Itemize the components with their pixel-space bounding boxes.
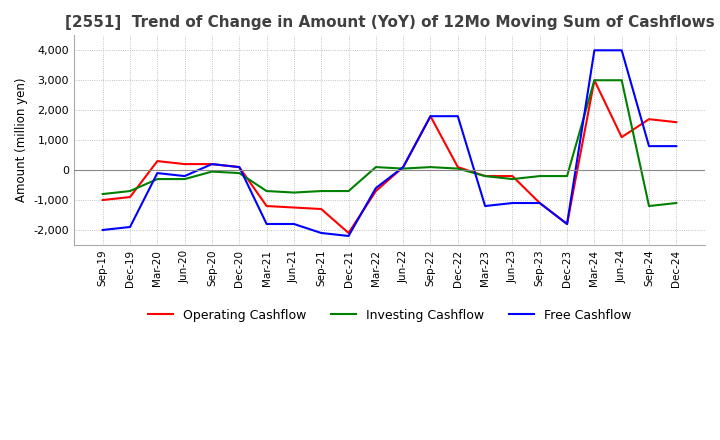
Investing Cashflow bbox=[481, 173, 490, 179]
Investing Cashflow bbox=[99, 191, 107, 197]
Operating Cashflow bbox=[454, 165, 462, 170]
Investing Cashflow bbox=[289, 190, 298, 195]
Investing Cashflow bbox=[344, 188, 353, 194]
Operating Cashflow bbox=[235, 165, 243, 170]
Free Cashflow bbox=[99, 227, 107, 233]
Investing Cashflow bbox=[590, 77, 599, 83]
Investing Cashflow bbox=[617, 77, 626, 83]
Investing Cashflow bbox=[672, 200, 680, 205]
Line: Operating Cashflow: Operating Cashflow bbox=[103, 80, 676, 233]
Free Cashflow bbox=[454, 114, 462, 119]
Operating Cashflow bbox=[207, 161, 216, 167]
Investing Cashflow bbox=[508, 176, 517, 182]
Free Cashflow bbox=[426, 114, 435, 119]
Operating Cashflow bbox=[508, 173, 517, 179]
Operating Cashflow bbox=[399, 165, 408, 170]
Investing Cashflow bbox=[235, 170, 243, 176]
Investing Cashflow bbox=[454, 166, 462, 171]
Operating Cashflow bbox=[344, 230, 353, 235]
Operating Cashflow bbox=[644, 117, 653, 122]
Free Cashflow bbox=[289, 221, 298, 227]
Free Cashflow bbox=[372, 185, 380, 191]
Free Cashflow bbox=[536, 200, 544, 205]
Operating Cashflow bbox=[372, 188, 380, 194]
Operating Cashflow bbox=[481, 173, 490, 179]
Operating Cashflow bbox=[317, 206, 325, 212]
Investing Cashflow bbox=[180, 176, 189, 182]
Free Cashflow bbox=[481, 203, 490, 209]
Investing Cashflow bbox=[317, 188, 325, 194]
Investing Cashflow bbox=[426, 165, 435, 170]
Free Cashflow bbox=[508, 200, 517, 205]
Free Cashflow bbox=[235, 165, 243, 170]
Free Cashflow bbox=[180, 173, 189, 179]
Y-axis label: Amount (million yen): Amount (million yen) bbox=[15, 78, 28, 202]
Free Cashflow bbox=[590, 48, 599, 53]
Free Cashflow bbox=[672, 143, 680, 149]
Operating Cashflow bbox=[590, 77, 599, 83]
Free Cashflow bbox=[399, 165, 408, 170]
Line: Investing Cashflow: Investing Cashflow bbox=[103, 80, 676, 206]
Investing Cashflow bbox=[207, 169, 216, 174]
Legend: Operating Cashflow, Investing Cashflow, Free Cashflow: Operating Cashflow, Investing Cashflow, … bbox=[143, 304, 636, 327]
Operating Cashflow bbox=[126, 194, 135, 200]
Operating Cashflow bbox=[426, 114, 435, 119]
Operating Cashflow bbox=[180, 161, 189, 167]
Free Cashflow bbox=[617, 48, 626, 53]
Title: [2551]  Trend of Change in Amount (YoY) of 12Mo Moving Sum of Cashflows: [2551] Trend of Change in Amount (YoY) o… bbox=[65, 15, 714, 30]
Free Cashflow bbox=[207, 161, 216, 167]
Operating Cashflow bbox=[536, 200, 544, 205]
Operating Cashflow bbox=[617, 135, 626, 140]
Operating Cashflow bbox=[289, 205, 298, 210]
Free Cashflow bbox=[644, 143, 653, 149]
Free Cashflow bbox=[153, 170, 162, 176]
Line: Free Cashflow: Free Cashflow bbox=[103, 50, 676, 236]
Investing Cashflow bbox=[644, 203, 653, 209]
Operating Cashflow bbox=[262, 203, 271, 209]
Investing Cashflow bbox=[262, 188, 271, 194]
Operating Cashflow bbox=[563, 221, 572, 227]
Investing Cashflow bbox=[372, 165, 380, 170]
Free Cashflow bbox=[317, 230, 325, 235]
Investing Cashflow bbox=[536, 173, 544, 179]
Free Cashflow bbox=[126, 224, 135, 230]
Free Cashflow bbox=[344, 233, 353, 238]
Operating Cashflow bbox=[153, 158, 162, 164]
Investing Cashflow bbox=[563, 173, 572, 179]
Operating Cashflow bbox=[99, 198, 107, 203]
Free Cashflow bbox=[563, 221, 572, 227]
Free Cashflow bbox=[262, 221, 271, 227]
Investing Cashflow bbox=[153, 176, 162, 182]
Investing Cashflow bbox=[399, 166, 408, 171]
Operating Cashflow bbox=[672, 120, 680, 125]
Investing Cashflow bbox=[126, 188, 135, 194]
